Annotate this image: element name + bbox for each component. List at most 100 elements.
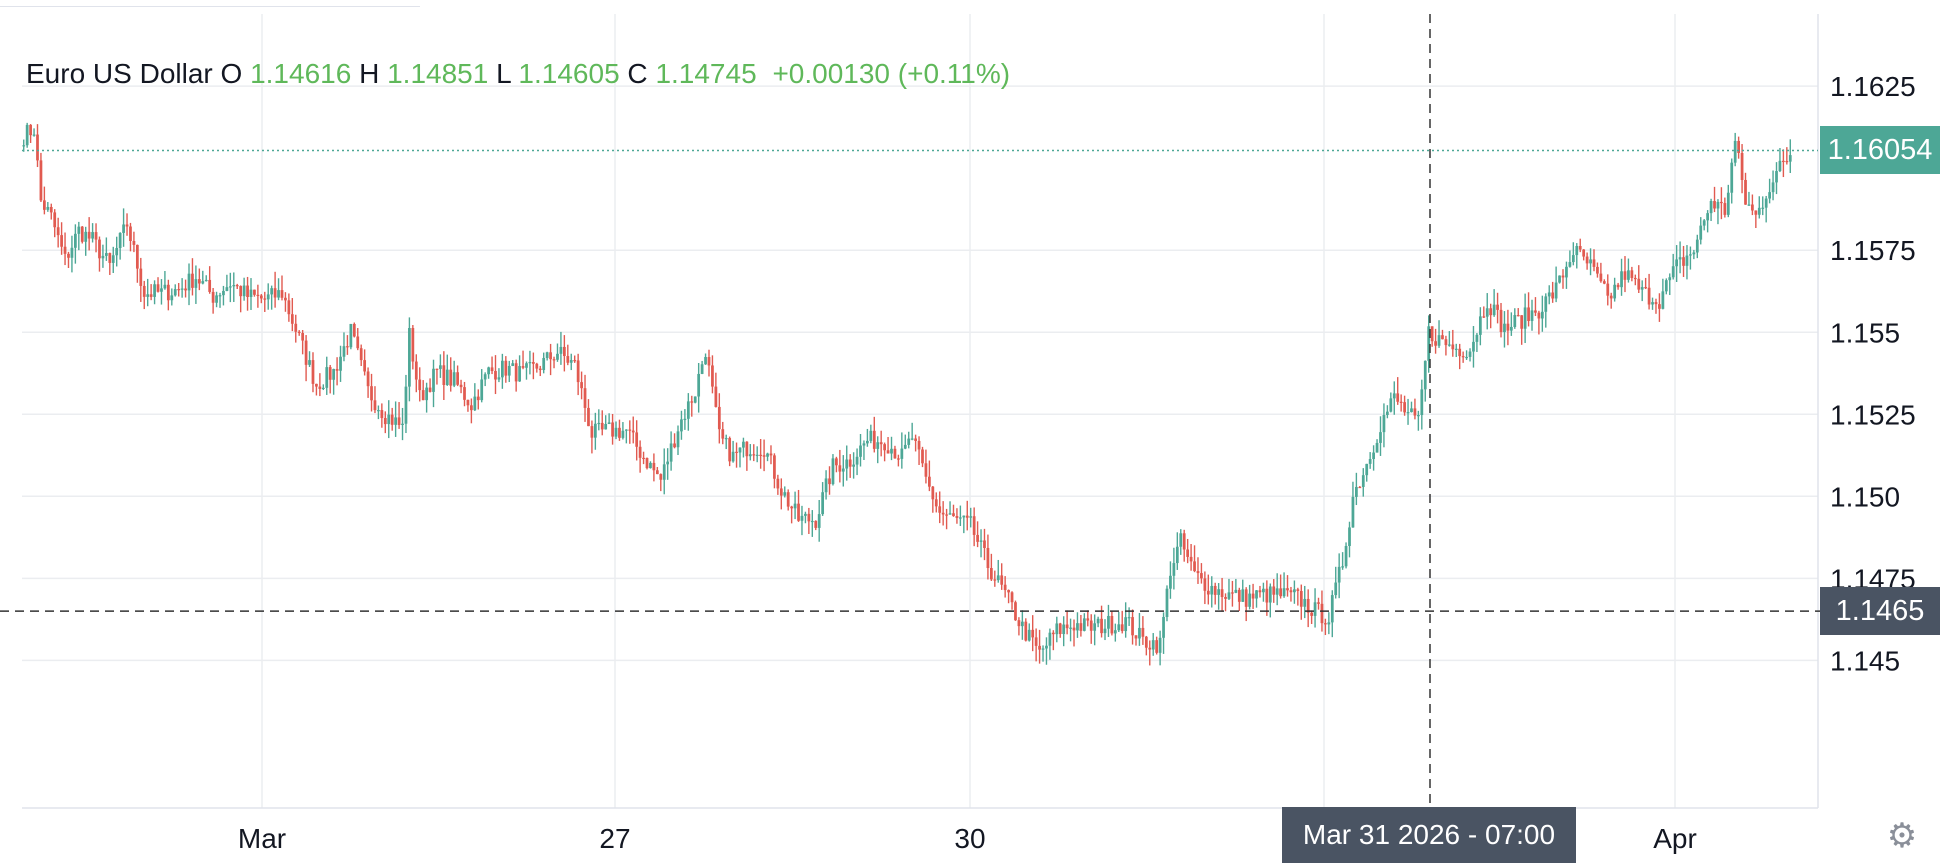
candle-body [239, 286, 243, 297]
candle-body [893, 448, 897, 459]
candle-body [242, 285, 246, 297]
candle-body [1651, 302, 1654, 305]
candle-body [1251, 593, 1255, 599]
candle-body [759, 454, 763, 457]
candle-body [1458, 348, 1462, 357]
candle-body [1627, 270, 1630, 280]
candle-body [1592, 259, 1596, 267]
candle-body [1561, 275, 1565, 278]
candle-body [1427, 326, 1431, 361]
candle-body [1007, 590, 1010, 593]
candle-body [280, 290, 284, 298]
candle-body [118, 232, 122, 249]
candle-body [1602, 281, 1606, 284]
candle-body [228, 286, 232, 288]
candle-body [704, 357, 707, 365]
candle-body [1620, 271, 1623, 288]
candle-body [246, 285, 249, 297]
candle-body [1293, 589, 1296, 593]
candle-body [783, 492, 787, 496]
candle-body [590, 426, 594, 438]
candle-body [1571, 255, 1575, 263]
candle-body [1754, 210, 1758, 215]
candle-body [983, 540, 986, 548]
candle-body [1213, 585, 1217, 595]
candle-body [1113, 630, 1117, 634]
candle-body [1217, 589, 1221, 595]
candle-body [1472, 341, 1475, 352]
candle-body [1468, 351, 1472, 357]
candle-body [1558, 275, 1561, 283]
ohlc-legend: Euro US Dollar O 1.14616 H 1.14851 L 1.1… [26, 58, 1010, 90]
time-axis[interactable]: Mar 27 30 Apr [238, 823, 1697, 854]
candle-body [43, 200, 46, 210]
candle-body [618, 427, 621, 438]
candle-body [1196, 571, 1200, 574]
candle-body [1131, 617, 1134, 636]
candle-body [1289, 590, 1293, 593]
candle-body [1107, 615, 1110, 629]
candle-body [1172, 563, 1176, 576]
candle-body [445, 369, 449, 385]
candle-body [1041, 648, 1045, 650]
candle-body [1751, 204, 1754, 211]
candle-body [1668, 277, 1672, 281]
candle-body [1723, 203, 1727, 215]
candle-body [1534, 310, 1537, 313]
candle-body [1155, 640, 1159, 653]
candle-body [284, 297, 287, 301]
candle-body [1210, 585, 1214, 595]
candle-body [1585, 256, 1589, 264]
candle-body [290, 314, 294, 324]
candle-body [965, 515, 969, 518]
gear-icon[interactable]: ⚙ [1886, 817, 1918, 855]
candle-body [439, 365, 442, 369]
candle-body [104, 253, 108, 256]
candle-body [624, 429, 628, 431]
candle-body [222, 290, 225, 296]
candle-body [411, 328, 415, 362]
candle-body [1582, 249, 1586, 257]
candle-body [263, 298, 267, 300]
candle-body [1358, 486, 1362, 489]
legend-high-value: 1.14851 [387, 58, 489, 89]
candle-body [1454, 348, 1458, 350]
candle-body [566, 356, 570, 363]
candle-body [497, 377, 501, 380]
candle-body [380, 410, 384, 419]
candle-body [366, 371, 370, 387]
candle-body [824, 478, 828, 493]
candle-body [204, 279, 208, 282]
candle-body [1744, 179, 1747, 205]
candle-body [1716, 201, 1720, 209]
candle-body [1503, 323, 1506, 333]
candle-body [635, 432, 639, 447]
candle-body [1206, 590, 1210, 595]
candle-body [969, 516, 973, 518]
candle-body [1379, 432, 1382, 443]
candle-body [1441, 335, 1444, 340]
candle-body [352, 323, 356, 337]
candle-body [800, 515, 804, 521]
candle-body [769, 453, 773, 456]
candle-body [1334, 582, 1338, 596]
candle-body [297, 331, 301, 334]
candle-body [1547, 292, 1551, 297]
candle-body [945, 514, 948, 516]
candle-body [1678, 257, 1682, 260]
candle-body [1664, 280, 1668, 292]
candle-body [160, 288, 163, 292]
candle-body [421, 390, 425, 401]
candle-body [1509, 326, 1513, 331]
candle-body [690, 401, 694, 403]
candle-body [773, 455, 776, 479]
candle-body [755, 454, 759, 457]
candle-body [277, 290, 280, 298]
candle-body [414, 361, 418, 380]
candle-body [56, 227, 60, 236]
legend-change: +0.00130 (+0.11%) [772, 58, 1011, 89]
candle-body [311, 360, 315, 384]
candle-body [1713, 201, 1716, 209]
candle-body [235, 285, 239, 287]
